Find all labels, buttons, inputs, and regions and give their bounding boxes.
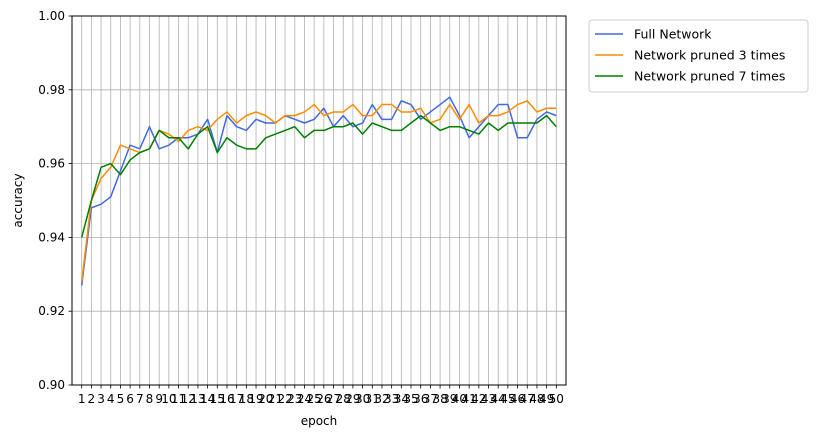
x-tick-label: 30 [355, 392, 370, 406]
series-lines [80, 96, 557, 286]
legend-entry-label: Network pruned 3 times [634, 48, 785, 63]
x-tick-label: 50 [549, 392, 564, 406]
axis-ticks: 1 2 3 4 5 6 7 8 91011121314151617181920212223242… [38, 9, 564, 406]
x-tick-label: 28 [336, 392, 351, 406]
x-tick-label: 6 [126, 392, 134, 406]
y-tick-label: 0.94 [38, 230, 65, 244]
y-tick-label: 0.90 [38, 378, 65, 392]
x-tick-label: 11 [171, 392, 186, 406]
x-tick-label: 47 [520, 392, 535, 406]
x-tick-label: 2 [88, 392, 96, 406]
series-line-3 [80, 114, 557, 238]
x-tick-label: 45 [500, 392, 515, 406]
x-tick-label: 32 [374, 392, 389, 406]
x-tick-label: 17 [229, 392, 244, 406]
x-tick-label: 10 [161, 392, 176, 406]
x-tick-label: 35 [403, 392, 418, 406]
legend-box [588, 19, 809, 93]
x-tick-label: 42 [471, 392, 486, 406]
x-tick-label: 18 [239, 392, 254, 406]
x-tick-label: 49 [539, 392, 554, 406]
x-tick-label: 33 [384, 392, 399, 406]
x-tick-label: 40 [452, 392, 467, 406]
x-tick-label: 39 [442, 392, 457, 406]
x-tick-label: 43 [481, 392, 496, 406]
x-axis-label: epoch [301, 414, 338, 428]
legend: Full Network Network pruned 3 times Networ… [588, 19, 809, 93]
y-tick-label: 1.00 [38, 9, 65, 23]
x-tick-label: 1 [78, 392, 86, 406]
x-tick-label: 23 [287, 392, 302, 406]
x-tick-label: 15 [210, 392, 225, 406]
x-tick-label: 19 [248, 392, 263, 406]
x-tick-label: 22 [277, 392, 292, 406]
x-tick-label: 14 [200, 392, 215, 406]
x-tick-label: 41 [461, 392, 476, 406]
x-tick-label: 8 [146, 392, 154, 406]
grid [72, 15, 566, 386]
x-tick-label: 21 [268, 392, 283, 406]
x-tick-label: 7 [136, 392, 144, 406]
x-tick-label: 5 [117, 392, 125, 406]
plot-frame [71, 15, 567, 386]
x-tick-label: 31 [365, 392, 380, 406]
y-tick-label: 0.98 [38, 83, 65, 97]
x-tick-label: 34 [394, 392, 409, 406]
x-tick-label: 36 [413, 392, 428, 406]
x-tick-label: 4 [107, 392, 115, 406]
x-tick-label: 13 [190, 392, 205, 406]
x-tick-label: 9 [155, 392, 163, 406]
x-tick-label: 44 [491, 392, 506, 406]
x-tick-label: 24 [297, 392, 312, 406]
y-tick-label: 0.96 [38, 157, 65, 171]
x-tick-label: 29 [345, 392, 360, 406]
x-tick-label: 38 [432, 392, 447, 406]
x-tick-label: 25 [307, 392, 322, 406]
y-axis-label: accuracy [11, 173, 25, 227]
x-tick-label: 12 [181, 392, 196, 406]
x-tick-label: 3 [97, 392, 105, 406]
x-tick-label: 27 [326, 392, 341, 406]
x-tick-label: 26 [316, 392, 331, 406]
x-tick-label: 48 [529, 392, 544, 406]
legend-entry-label: Network pruned 7 times [634, 69, 785, 84]
legend-entry-label: Full Network [634, 27, 712, 42]
x-tick-label: 20 [258, 392, 273, 406]
x-tick-label: 46 [510, 392, 525, 406]
x-tick-label: 16 [219, 392, 234, 406]
series-line-1 [80, 96, 557, 286]
y-tick-label: 0.92 [38, 304, 65, 318]
x-tick-label: 37 [423, 392, 438, 406]
